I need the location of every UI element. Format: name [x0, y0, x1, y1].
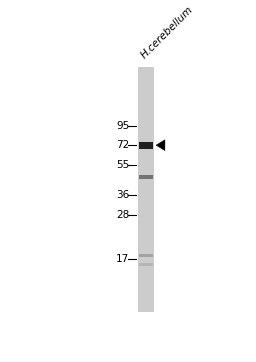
Bar: [139, 254, 153, 257]
Text: 72: 72: [116, 140, 129, 150]
Bar: [139, 142, 153, 149]
Text: 28: 28: [116, 210, 129, 220]
Text: 55: 55: [116, 160, 129, 170]
Bar: [138, 67, 154, 312]
Bar: [139, 175, 153, 180]
Text: 95: 95: [116, 121, 129, 131]
Text: 36: 36: [116, 190, 129, 200]
Text: H.cerebellum: H.cerebellum: [139, 4, 195, 60]
Bar: [139, 263, 153, 266]
Text: 17: 17: [116, 254, 129, 265]
Polygon shape: [156, 140, 165, 151]
